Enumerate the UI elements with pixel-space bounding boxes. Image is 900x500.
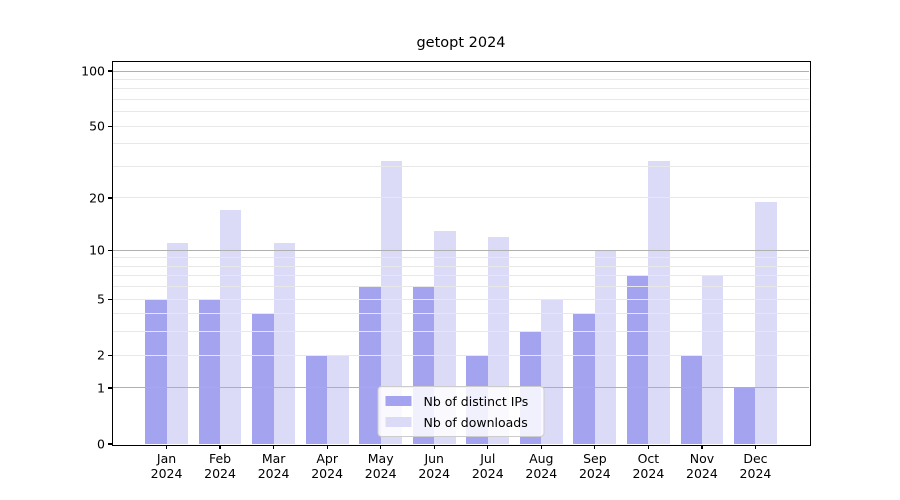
gridline-minor-9	[113, 257, 809, 259]
x-tick-label-mar: Mar 2024	[257, 451, 290, 481]
x-tick-label-feb: Feb 2024	[204, 451, 236, 481]
gridline-minor-3	[113, 331, 809, 333]
x-tick-label-sep: Sep 2024	[578, 451, 611, 481]
x-tick-label-may: May 2024	[364, 451, 397, 481]
x-tick-mark-mar	[273, 445, 275, 449]
gridline-minor-4	[113, 313, 809, 315]
y-tick-mark-100	[108, 70, 112, 72]
bar-downloads-apr	[327, 355, 349, 444]
gridline-minor-90	[113, 78, 809, 80]
y-tick-label-5: 5	[97, 291, 105, 307]
bar-ips-jan	[145, 299, 167, 444]
x-tick-label-oct: Oct 2024	[632, 451, 665, 481]
bar-ips-nov	[680, 355, 702, 444]
gridline-major-100	[113, 70, 809, 72]
x-tick-mark-aug	[540, 445, 542, 449]
x-tick-label-dec: Dec 2024	[739, 451, 772, 481]
y-tick-label-100: 100	[81, 63, 105, 79]
y-tick-mark-10	[108, 249, 112, 251]
y-tick-mark-2	[108, 354, 112, 356]
bar-downloads-feb	[220, 210, 242, 444]
bar-ips-feb	[198, 299, 221, 444]
x-tick-label-nov: Nov 2024	[686, 451, 718, 481]
y-tick-mark-1	[108, 387, 112, 389]
bar-downloads-may	[380, 161, 403, 444]
bar-downloads-oct	[648, 161, 670, 444]
chart-title: getopt 2024	[416, 35, 506, 51]
bar-downloads-sep	[594, 250, 617, 444]
x-tick-mark-jun	[433, 445, 435, 449]
gridline-minor-80	[113, 88, 809, 90]
y-tick-mark-5	[108, 298, 112, 300]
x-tick-label-apr: Apr 2024	[311, 451, 344, 481]
gridline-major-10	[113, 249, 809, 251]
x-tick-label-jul: Jul 2024	[471, 451, 504, 481]
x-tick-label-jan: Jan 2024	[150, 451, 183, 481]
plot-area: Nb of distinct IPs Nb of downloads	[113, 62, 809, 444]
x-tick-mark-dec	[754, 445, 757, 449]
bar-ips-may	[359, 286, 381, 444]
x-tick-mark-nov	[701, 445, 703, 449]
bar-downloads-mar	[273, 243, 296, 444]
x-tick-mark-jul	[487, 445, 489, 449]
gridline-minor-60	[113, 111, 809, 113]
gridline-minor-8	[113, 265, 809, 267]
legend-swatch-downloads-icon	[385, 417, 412, 427]
gridline-minor-2	[113, 354, 809, 356]
y-tick-mark-0	[108, 443, 112, 445]
y-tick-label-20: 20	[89, 190, 105, 206]
bar-ips-oct	[626, 275, 649, 444]
gridline-minor-5	[113, 298, 809, 300]
gridline-minor-6	[113, 286, 809, 288]
y-tick-mark-50	[108, 125, 112, 127]
y-tick-label-50: 50	[89, 118, 105, 134]
x-tick-label-aug: Aug 2024	[525, 451, 558, 481]
y-tick-label-0: 0	[97, 436, 105, 452]
x-tick-mark-apr	[326, 445, 328, 449]
gridline-minor-30	[113, 166, 809, 167]
y-tick-mark-20	[108, 197, 112, 199]
x-tick-mark-feb	[219, 445, 221, 449]
x-tick-mark-may	[380, 445, 382, 449]
legend-label-distinct-ips: Nb of distinct IPs	[423, 393, 529, 409]
gridline-minor-20	[113, 197, 809, 199]
x-tick-mark-sep	[594, 445, 596, 449]
x-tick-mark-oct	[647, 445, 649, 449]
legend: Nb of distinct IPs Nb of downloads	[377, 386, 545, 437]
x-tick-label-jun: Jun 2024	[418, 451, 451, 481]
gridline-minor-7	[113, 275, 809, 277]
bar-ips-mar	[252, 313, 274, 444]
bar-ips-apr	[305, 355, 328, 444]
gridline-minor-40	[113, 143, 809, 145]
y-tick-label-2: 2	[97, 347, 105, 363]
x-tick-mark-jan	[165, 445, 168, 449]
bar-downloads-jan	[166, 243, 188, 444]
y-tick-label-1: 1	[97, 380, 105, 396]
gridline-minor-70	[113, 99, 809, 101]
legend-item-distinct-ips: Nb of distinct IPs	[385, 392, 536, 410]
gridline-minor-50	[113, 125, 809, 127]
bar-downloads-aug	[541, 299, 563, 444]
bar-ips-sep	[573, 313, 595, 444]
bar-downloads-nov	[701, 275, 724, 444]
y-tick-label-10: 10	[89, 242, 105, 258]
legend-swatch-distinct-ips-icon	[385, 396, 412, 406]
legend-item-downloads: Nb of downloads	[385, 413, 536, 431]
legend-label-downloads: Nb of downloads	[423, 414, 528, 430]
bar-downloads-dec	[755, 201, 777, 444]
bar-ips-dec	[734, 388, 756, 444]
